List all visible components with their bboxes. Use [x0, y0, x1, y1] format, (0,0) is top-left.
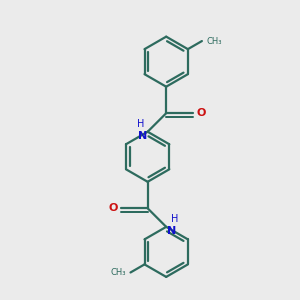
- Text: N: N: [138, 131, 148, 141]
- Text: H: H: [172, 214, 179, 224]
- Text: H: H: [137, 119, 144, 129]
- Text: O: O: [196, 108, 206, 118]
- Text: CH₃: CH₃: [207, 37, 222, 46]
- Text: O: O: [108, 203, 118, 213]
- Text: CH₃: CH₃: [110, 268, 126, 277]
- Text: N: N: [167, 226, 176, 236]
